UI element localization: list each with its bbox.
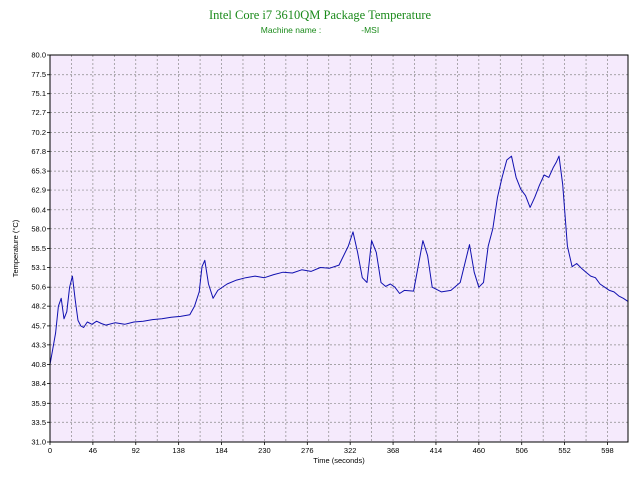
x-tick-label: 184 <box>215 446 228 455</box>
temperature-series-line <box>49 155 629 365</box>
x-tick-label: 552 <box>558 446 571 455</box>
machine-name-value: -MSI <box>361 25 380 35</box>
x-tick-label: 368 <box>387 446 400 455</box>
y-tick-label: 62.9 <box>31 186 46 195</box>
y-tick-label: 33.5 <box>31 418 46 427</box>
y-tick-label: 77.5 <box>31 70 46 79</box>
x-axis-title: Time (seconds) <box>313 456 365 465</box>
y-tick-label: 48.2 <box>31 302 46 311</box>
y-tick-label: 80.0 <box>31 51 46 60</box>
x-axis-ticks: 0 46 92 138 184 230 276 322 368 414 460 506 552 598 <box>48 442 614 455</box>
y-tick-label: 72.7 <box>31 108 46 117</box>
x-tick-label: 138 <box>172 446 185 455</box>
y-tick-label: 55.5 <box>31 244 46 253</box>
chart-title: Intel Core i7 3610QM Package Temperature <box>208 8 432 22</box>
x-tick-label: 46 <box>89 446 97 455</box>
y-axis-ticks: 31.0 33.5 35.9 38.4 40.8 43.3 45.7 48.2 50.6 53.1… <box>31 51 50 447</box>
machine-name-line: Machine name : -MSI <box>0 25 640 35</box>
y-axis-title: Temperature (°C) <box>11 219 20 277</box>
x-tick-label: 276 <box>301 446 314 455</box>
y-tick-label: 67.8 <box>31 147 46 156</box>
y-tick-label: 38.4 <box>31 379 46 388</box>
x-tick-label: 230 <box>258 446 271 455</box>
grid-lines <box>50 55 628 442</box>
y-tick-label: 75.1 <box>31 89 46 98</box>
y-tick-label: 65.3 <box>31 167 46 176</box>
y-tick-label: 58.0 <box>31 224 46 233</box>
x-tick-label: 506 <box>515 446 528 455</box>
y-tick-label: 43.3 <box>31 340 46 349</box>
x-tick-label: 92 <box>132 446 140 455</box>
y-tick-label: 50.6 <box>31 283 46 292</box>
x-tick-label: 414 <box>430 446 443 455</box>
y-tick-label: 31.0 <box>31 438 46 447</box>
y-tick-label: 35.9 <box>31 399 46 408</box>
y-tick-label: 70.2 <box>31 128 46 137</box>
x-tick-label: 0 <box>48 446 52 455</box>
y-tick-label: 53.1 <box>31 263 46 272</box>
y-tick-label: 45.7 <box>31 321 46 330</box>
x-tick-label: 598 <box>601 446 614 455</box>
x-tick-label: 322 <box>344 446 357 455</box>
y-tick-label: 40.8 <box>31 360 46 369</box>
x-tick-label: 460 <box>473 446 486 455</box>
y-tick-label: 60.4 <box>31 205 46 214</box>
machine-name-label: Machine name : <box>260 25 322 35</box>
